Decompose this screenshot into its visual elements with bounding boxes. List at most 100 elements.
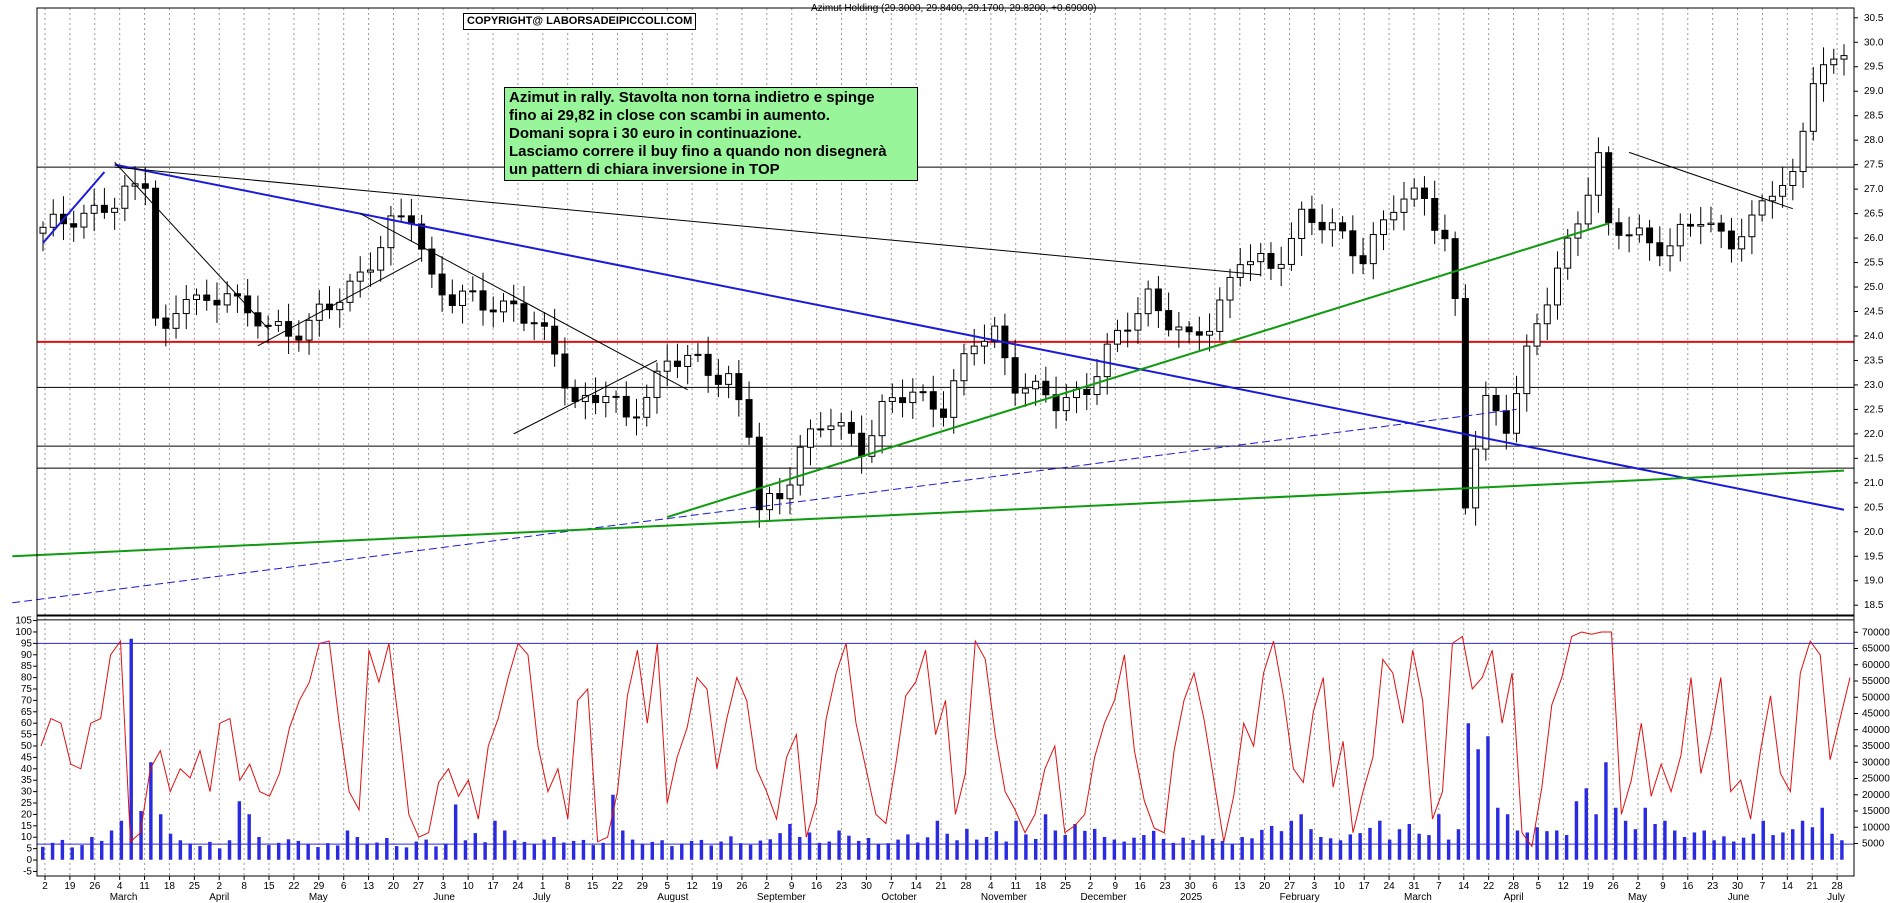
x-month-label: March — [1404, 892, 1432, 903]
candle-body — [244, 295, 252, 314]
volume-bar — [335, 845, 340, 860]
candle-body — [520, 303, 528, 324]
price-tick-label: 20.0 — [1864, 527, 1884, 538]
volume-bar — [1751, 833, 1756, 860]
volume-tick-label: 65000 — [1862, 644, 1890, 655]
x-month-label: June — [433, 892, 455, 903]
volume-bar — [1289, 820, 1294, 860]
candle-body — [827, 425, 835, 431]
x-day-label: 28 — [960, 881, 972, 892]
volume-bar — [365, 844, 369, 860]
volume-bar — [129, 638, 133, 860]
candle-body — [510, 300, 518, 305]
candle-body — [1840, 55, 1848, 60]
candle-body — [438, 273, 446, 296]
x-day-label: 26 — [736, 881, 748, 892]
copyright-banner: COPYRIGHT@ LABORSADEIPICCOLI.COM — [463, 13, 697, 30]
candle-body — [1308, 208, 1316, 223]
x-day-label: 6 — [341, 881, 347, 892]
x-day-label: 19 — [1583, 881, 1595, 892]
x-month-label: August — [657, 892, 688, 903]
volume-tick-label: 55000 — [1862, 676, 1890, 687]
volume-bar — [1515, 830, 1520, 860]
candle-body — [1206, 330, 1214, 336]
price-tick-label: 30.5 — [1864, 13, 1884, 24]
analysis-note: Azimut in rally. Stavolta non torna indi… — [504, 87, 918, 181]
candle-body — [1809, 83, 1817, 132]
x-day-label: 9 — [1660, 881, 1666, 892]
stochastic-tick-label: 30 — [21, 787, 33, 798]
candle-body — [817, 428, 825, 431]
x-month-label: March — [110, 892, 138, 903]
volume-bar — [621, 830, 625, 860]
volume-bar — [650, 841, 654, 860]
candle-body — [223, 293, 231, 306]
volume-bar — [768, 839, 772, 860]
volume-bar — [473, 833, 478, 860]
volume-bar — [581, 839, 586, 860]
volume-bar — [1201, 835, 1205, 860]
volume-bar — [1220, 840, 1225, 860]
volume-bar — [1063, 835, 1067, 860]
price-tick-label: 18.5 — [1864, 600, 1884, 611]
trendline-thin — [114, 161, 269, 329]
candle-body — [1042, 380, 1050, 396]
x-day-label: 27 — [413, 881, 425, 892]
candle-body — [806, 428, 814, 448]
candle-body — [1594, 152, 1602, 196]
volume-bar — [916, 842, 920, 860]
volume-bar — [1171, 842, 1176, 860]
x-day-label: 26 — [89, 881, 101, 892]
volume-bar — [50, 842, 55, 860]
candle-body — [305, 319, 313, 341]
x-month-label: May — [1628, 892, 1647, 903]
x-day-label: 10 — [1334, 881, 1346, 892]
candle-body — [448, 294, 456, 306]
candle-body — [1011, 357, 1019, 394]
volume-bar — [414, 841, 419, 860]
volume-bar — [306, 843, 310, 860]
volume-bar — [1741, 837, 1746, 860]
x-day-label: 8 — [565, 881, 571, 892]
volume-bar — [788, 824, 792, 860]
volume-bar — [925, 837, 930, 860]
candle-body — [530, 322, 538, 325]
candle-body — [254, 312, 262, 327]
volume-bar — [689, 840, 694, 860]
candle-body — [1021, 388, 1029, 394]
trendlines — [12, 151, 1845, 604]
volume-bar — [1191, 839, 1195, 860]
note-line: un pattern di chiara inversione in TOP — [509, 161, 780, 178]
candle-body — [1738, 236, 1746, 250]
candle-body — [489, 309, 497, 313]
trendline-thin — [1628, 151, 1793, 210]
x-day-label: 2 — [764, 881, 770, 892]
volume-bar — [1142, 835, 1146, 860]
x-day-label: 24 — [1384, 881, 1396, 892]
volume-bar — [1810, 827, 1815, 860]
volume-bar — [866, 837, 871, 860]
price-tick-label: 27.5 — [1864, 160, 1884, 171]
volume-bar — [463, 840, 468, 860]
volume-bar — [394, 846, 399, 860]
volume-bar — [1348, 834, 1353, 860]
candle-body — [940, 408, 947, 418]
stochastic-tick-label: 95 — [21, 638, 33, 649]
candle-body — [1216, 299, 1224, 332]
volume-bar — [748, 844, 753, 860]
volume-bar — [168, 833, 173, 860]
volume-bar — [1535, 827, 1539, 860]
candle-body — [1124, 329, 1132, 332]
volume-bar — [807, 832, 812, 860]
volume-bar — [935, 820, 940, 860]
candle-body — [684, 354, 692, 367]
trendline-thin — [257, 257, 422, 347]
stochastic-line — [40, 631, 1851, 848]
volume-bar — [974, 839, 979, 860]
candle-body — [980, 340, 988, 347]
volume-bar — [1663, 820, 1667, 860]
volume-bar — [670, 846, 674, 860]
candle-body — [858, 432, 866, 457]
axis-labels: 2 19 26 4 11 18 25 2 8 15 22 29 6 13 20 27 3 10 17 24 1 8 15 22… — [15, 13, 1890, 903]
